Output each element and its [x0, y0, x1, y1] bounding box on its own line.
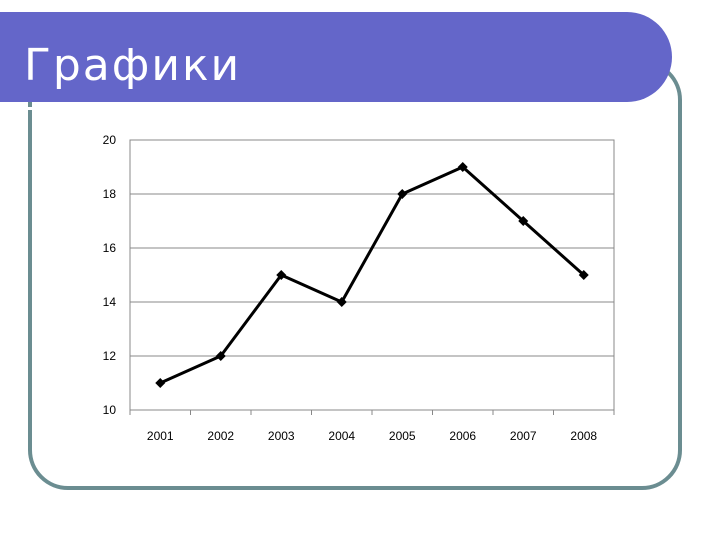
data-point-marker [155, 378, 166, 388]
y-tick-label: 20 [103, 133, 117, 147]
data-point-marker [276, 270, 287, 280]
y-tick-label: 10 [103, 403, 117, 417]
y-tick-label: 12 [103, 349, 117, 363]
x-tick-label: 2003 [268, 429, 295, 443]
y-tick-label: 18 [103, 187, 117, 201]
title-underline [0, 107, 636, 110]
x-tick-label: 2005 [389, 429, 416, 443]
title-bar: Графики [0, 12, 672, 110]
data-point-marker [518, 216, 529, 226]
plot-area [129, 139, 615, 411]
y-tick-label: 16 [103, 241, 117, 255]
data-point-marker [578, 270, 589, 280]
slide-title: Графики [24, 40, 242, 91]
data-point-marker [397, 189, 408, 199]
x-tick-label: 2006 [449, 429, 476, 443]
y-tick-label: 14 [103, 295, 117, 309]
series-line [159, 165, 585, 385]
data-point-marker [336, 297, 347, 307]
x-tick-label: 2002 [207, 429, 234, 443]
data-point-marker [457, 162, 468, 172]
x-tick-label: 2001 [147, 429, 174, 443]
x-tick-label: 2004 [328, 429, 355, 443]
x-tick-label: 2007 [510, 429, 537, 443]
data-point-marker [215, 351, 226, 361]
x-tick-label: 2008 [570, 429, 597, 443]
